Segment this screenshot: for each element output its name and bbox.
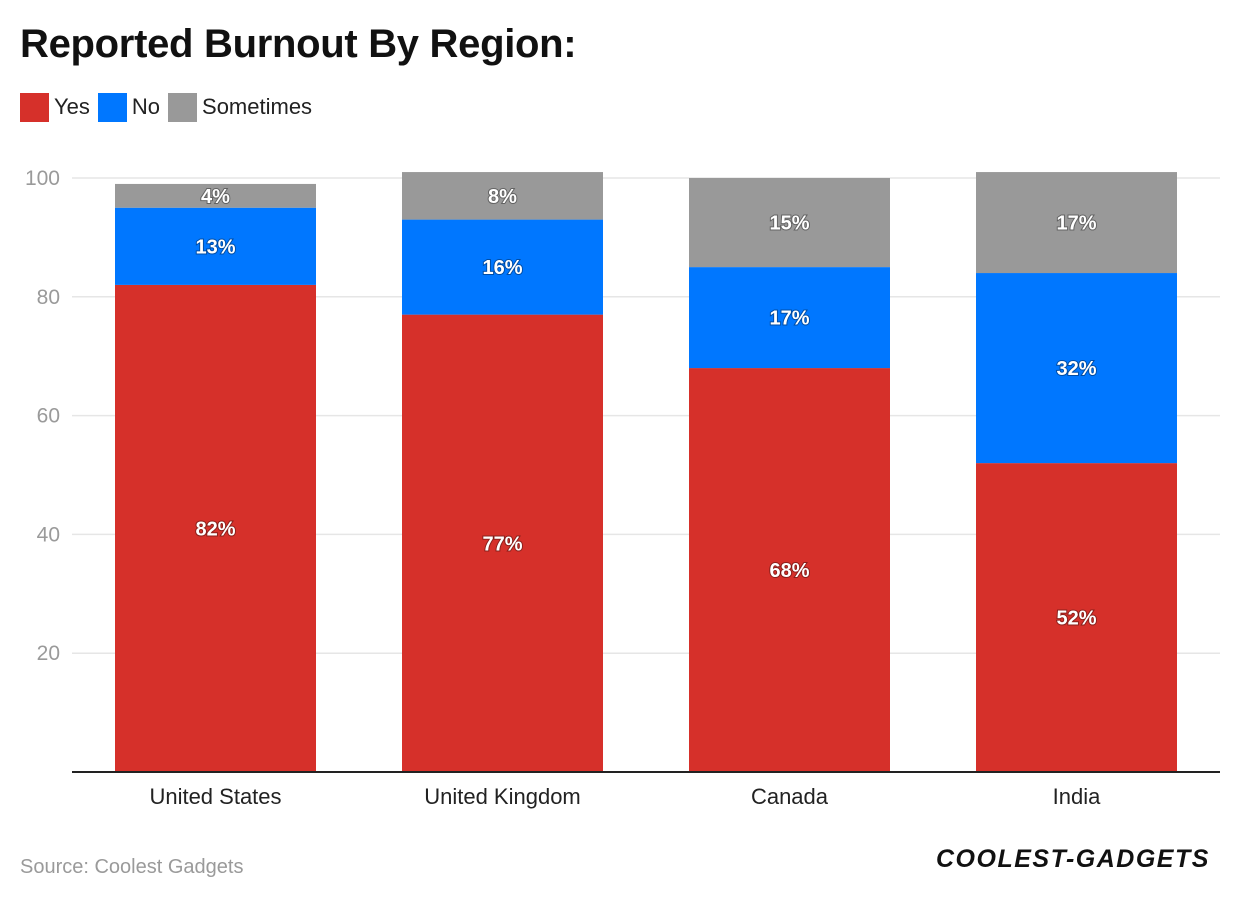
bars-layer <box>72 172 1220 773</box>
bar-sometimes-3 <box>976 172 1177 274</box>
bar-sometimes-2 <box>689 178 890 268</box>
y-tick-label: 20 <box>37 642 60 665</box>
data-label-no-3: 32% <box>1056 358 1096 380</box>
brand-logo: COOLEST-GADGETS <box>936 845 1210 873</box>
data-label-no-1: 16% <box>482 257 522 279</box>
data-label-no-0: 13% <box>195 236 235 258</box>
data-label-no-2: 17% <box>769 308 809 330</box>
bar-yes-1 <box>402 314 603 772</box>
x-category-label: India <box>1053 784 1101 809</box>
x-category-label: United States <box>149 784 281 809</box>
data-label-yes-2: 68% <box>769 560 809 582</box>
legend-item-no: No <box>97 92 161 122</box>
data-label-sometimes-1: 8% <box>488 186 517 208</box>
legend-swatch-yes <box>20 92 49 122</box>
legend: Yes No Sometimes <box>20 92 320 122</box>
x-category-label: Canada <box>751 784 829 809</box>
labels-layer: 82% 13% 4% United States 77% 16% 8% United King… <box>149 185 1101 809</box>
chart-title: Reported Burnout By Region: <box>20 22 577 66</box>
bar-no-0 <box>115 207 316 285</box>
bar-yes-0 <box>115 284 316 772</box>
bar-sometimes-0 <box>115 183 316 208</box>
data-label-sometimes-0: 4% <box>201 186 230 208</box>
y-tick-label: 40 <box>37 523 60 546</box>
x-category-label: United Kingdom <box>424 784 581 809</box>
legend-swatch-sometimes <box>168 92 198 122</box>
legend-item-yes: Yes <box>20 92 90 122</box>
source-note: Source: Coolest Gadgets <box>20 856 244 878</box>
legend-label-yes: Yes <box>54 94 90 119</box>
bar-no-1 <box>402 219 603 315</box>
y-tick-label: 80 <box>37 286 60 309</box>
data-label-yes-3: 52% <box>1056 608 1096 630</box>
y-tick-label: 60 <box>37 405 60 428</box>
data-label-sometimes-3: 17% <box>1056 213 1096 235</box>
legend-label-sometimes: Sometimes <box>202 94 313 119</box>
bar-yes-2 <box>689 368 890 772</box>
data-label-sometimes-2: 15% <box>769 213 809 235</box>
bar-no-3 <box>976 273 1177 464</box>
legend-swatch-no <box>97 92 127 122</box>
data-label-yes-0: 82% <box>195 518 235 540</box>
legend-label-no: No <box>131 94 161 119</box>
data-label-yes-1: 77% <box>482 533 522 555</box>
y-tick-label: 100 <box>25 167 60 190</box>
bar-sometimes-1 <box>402 172 603 220</box>
bar-no-2 <box>689 267 890 369</box>
bar-yes-3 <box>976 463 1177 772</box>
legend-item-sometimes: Sometimes <box>168 92 313 122</box>
